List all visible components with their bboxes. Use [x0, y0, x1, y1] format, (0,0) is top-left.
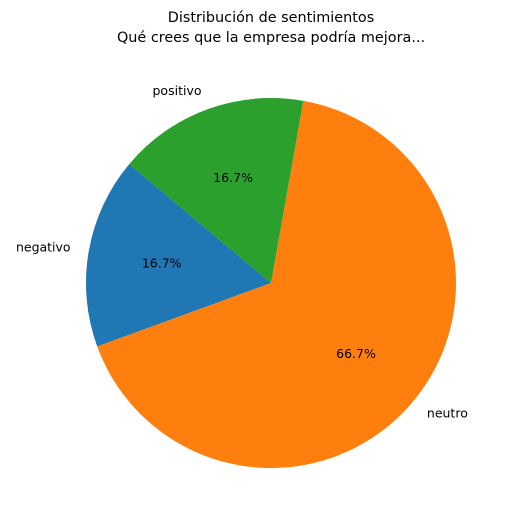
percent-label-positivo: 16.7%: [213, 170, 253, 185]
chart-title-block: Distribución de sentimientos Qué crees q…: [15, 8, 512, 48]
slice-label-positivo: positivo: [153, 83, 202, 98]
pie-labels: negativo 16.7% neutro 66.7% positivo 16.7%: [16, 83, 468, 420]
slice-label-negativo: negativo: [16, 239, 71, 254]
chart-subtitle: Qué crees que la empresa podría mejora..…: [116, 30, 426, 46]
slice-label-neutro: neutro: [427, 405, 468, 420]
pie-slice-positivo: [129, 97, 304, 284]
pie-slices: [85, 97, 456, 468]
pie-slice-neutro: [97, 100, 456, 468]
chart-title: Distribución de sentimientos: [167, 10, 375, 26]
percent-label-neutro: 66.7%: [336, 346, 376, 361]
percent-label-negativo: 16.7%: [142, 255, 182, 270]
pie-slice-negativo: [85, 164, 271, 347]
